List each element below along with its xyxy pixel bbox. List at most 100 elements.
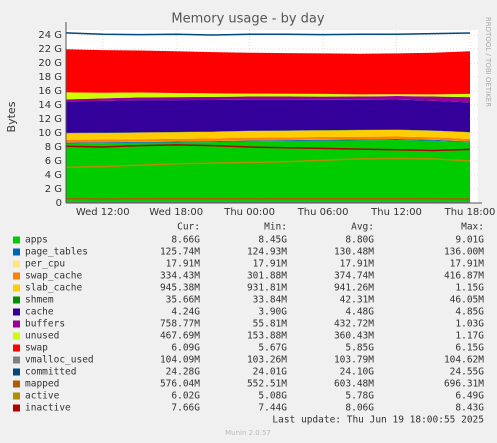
legend-value: 125.74M [160,247,200,258]
legend-value: 6.15G [455,343,484,354]
legend-value: 1.03G [455,319,484,330]
y-axis-label: Bytes [5,101,18,132]
legend-value: 603.48M [334,379,374,390]
legend-value: 941.26M [334,283,374,294]
line [65,32,471,36]
area [66,140,470,203]
area [66,139,470,144]
y-tick-label: 12 G [38,114,62,125]
legend-value: 552.51M [247,379,287,390]
x-tick-label: Wed 18:00 [149,207,203,218]
area [66,92,470,100]
legend-label: committed [25,367,76,378]
legend-swatch [13,236,20,244]
legend-header: Avg: [351,222,374,233]
legend-label: apps [25,235,48,246]
y-tick-label: 0 [56,198,62,209]
area [66,136,470,143]
legend-value: 9.01G [455,235,484,246]
legend-swatch [13,248,20,256]
line [65,144,471,152]
area [66,99,470,133]
y-tick-label: 10 G [38,128,62,139]
legend-label: cache [25,307,54,318]
legend-label: slab_cache [25,283,82,294]
legend-swatch [13,368,20,376]
legend-label: swap_cache [25,271,82,282]
legend-value: 4.24G [171,307,200,318]
legend-value: 24.10G [340,367,375,378]
legend-value: 46.05M [450,295,485,306]
legend-value: 5.08G [258,391,287,402]
legend-value: 5.85G [345,343,374,354]
x-tick-label: Thu 18:00 [444,207,496,218]
legend-value: 360.43M [334,331,374,342]
legend-value: 432.72M [334,319,374,330]
legend-value: 7.44G [258,403,287,414]
y-tick-label: 8 G [45,142,62,153]
y-tick-label: 18 G [38,72,62,83]
legend-value: 931.81M [247,283,287,294]
legend-header: Max: [461,222,484,233]
legend-label: mapped [25,379,59,390]
legend-value: 8.43G [455,403,484,414]
legend-swatch [13,284,20,292]
legend-value: 334.43M [160,271,200,282]
legend-value: 6.02G [171,391,200,402]
legend-swatch [13,404,20,412]
legend-swatch [13,308,20,316]
legend-value: 576.04M [160,379,200,390]
legend-label: shmem [25,295,54,306]
legend-swatch [13,392,20,400]
legend-value: 104.09M [160,355,200,366]
y-tick-label: 2 G [45,184,62,195]
legend-value: 696.31M [444,379,484,390]
legend-value: 55.81M [253,319,288,330]
legend-label: active [25,391,60,402]
legend-value: 17.91M [340,259,375,270]
legend-value: 8.66G [171,235,200,246]
legend-swatch [13,380,20,388]
legend-label: inactive [25,403,71,414]
legend-swatch [13,260,20,268]
area [66,129,470,134]
legend-value: 8.06G [345,403,374,414]
legend-label: page_tables [25,247,88,258]
y-tick-label: 24 G [38,30,62,41]
legend-swatch [13,296,20,304]
legend-value: 103.79M [334,355,374,366]
version: Munin 2.0.57 [225,429,271,437]
legend-label: vmalloc_used [25,355,94,366]
x-tick-label: Thu 06:00 [297,207,349,218]
legend-value: 24.28G [166,367,201,378]
legend-value: 7.66G [171,403,200,414]
area [66,96,470,103]
legend-label: buffers [25,319,65,330]
legend-value: 136.00M [444,247,484,258]
legend-value: 416.87M [444,271,484,282]
legend-value: 42.31M [340,295,375,306]
legend-value: 153.88M [247,331,287,342]
legend-value: 758.77M [160,319,200,330]
legend-value: 374.74M [334,271,374,282]
legend-label: per_cpu [25,259,65,270]
x-tick-label: Thu 12:00 [370,207,422,218]
legend-label: unused [25,331,59,342]
legend-value: 8.80G [345,235,374,246]
legend-value: 103.26M [247,355,287,366]
legend-value: 124.93M [247,247,287,258]
legend-value: 24.55G [450,367,485,378]
legend-value: 6.49G [455,391,484,402]
legend-value: 301.88M [247,271,287,282]
legend-value: 4.48G [345,307,374,318]
legend-value: 4.85G [455,307,484,318]
legend-value: 17.91M [166,259,201,270]
legend-swatch [13,272,20,280]
legend-swatch [13,344,20,352]
area [66,129,470,140]
legend-swatch [13,356,20,364]
legend-value: 3.90G [258,307,287,318]
y-tick-label: 22 G [38,44,62,55]
legend-header: Min: [264,222,287,233]
